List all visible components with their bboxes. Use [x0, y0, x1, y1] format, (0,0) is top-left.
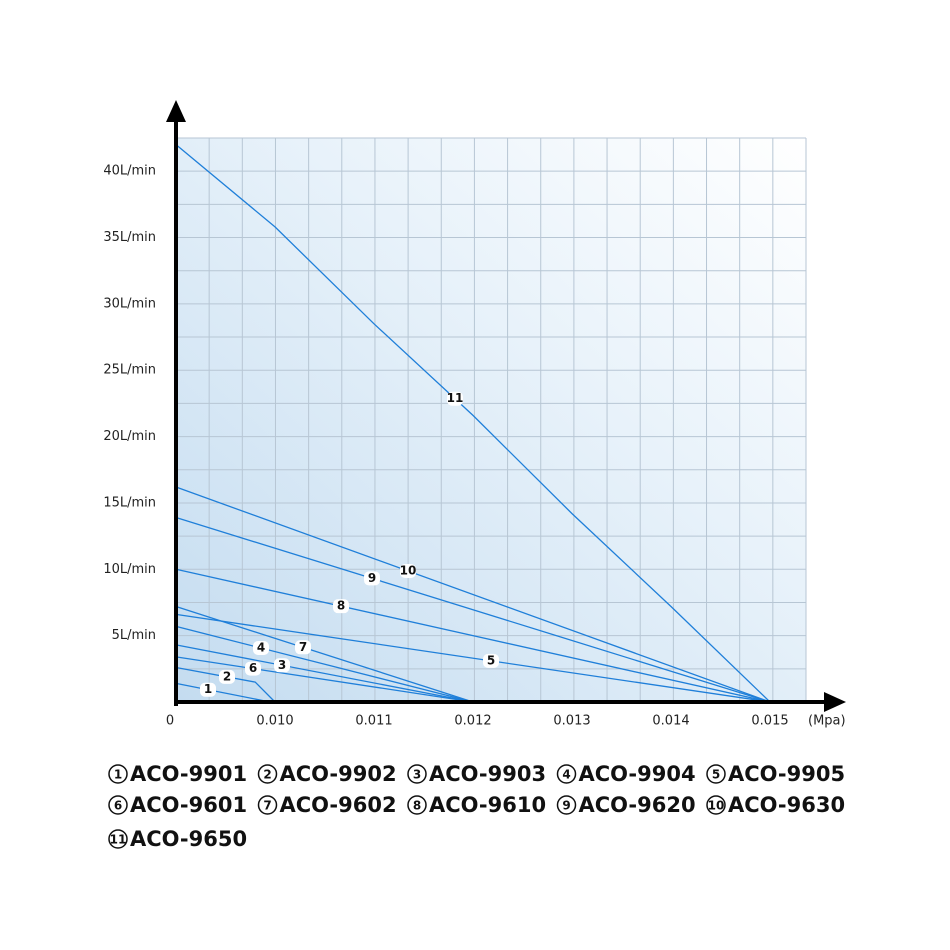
legend-entry: ACO-9901	[130, 762, 247, 786]
legend-entry: ACO-9903	[429, 762, 546, 786]
y-tick-label: 5L/min	[112, 628, 156, 643]
curve-label-bg	[274, 658, 290, 673]
curve-label-bg	[253, 641, 269, 656]
curve	[175, 625, 474, 703]
curve	[175, 568, 771, 703]
legend-badge	[706, 795, 726, 815]
y-axis-arrow	[166, 100, 186, 122]
curve-label: 3	[278, 658, 286, 672]
legend-number: 9	[562, 799, 570, 813]
curves	[175, 144, 771, 703]
curve	[175, 644, 474, 703]
legend-number: 2	[263, 768, 271, 782]
curve-label: 11	[447, 391, 464, 405]
curve	[175, 656, 474, 703]
legend-entry: ACO-9620	[579, 793, 696, 817]
curve-label: 1	[204, 682, 212, 696]
ticks: 0 0.010 0.011 0.012 0.013 0.014 0.015 5L/min 10L…	[103, 164, 788, 729]
curve	[175, 486, 771, 703]
legend-number: 6	[114, 799, 122, 813]
legend-number: 3	[413, 768, 421, 782]
legend-entry: ACO-9602	[280, 793, 397, 817]
curve-label: 8	[337, 599, 345, 613]
y-tick-label: 40L/min	[103, 164, 156, 179]
legend-entry: ACO-9610	[429, 793, 546, 817]
legend-number: 7	[263, 799, 271, 813]
curve	[175, 516, 771, 703]
x-tick-label: 0.011	[355, 714, 392, 729]
legend-entry: ACO-9601	[130, 793, 247, 817]
legend-badge	[108, 829, 128, 849]
x-tick-label: 0	[166, 714, 174, 729]
legend-number: 11	[110, 833, 127, 847]
curve-label: 4	[257, 641, 265, 655]
curve-label-bg	[364, 571, 380, 586]
curve-label-bg	[245, 661, 261, 676]
curve-label-bg	[295, 640, 311, 655]
curve-label-bg	[219, 669, 235, 684]
curve	[175, 144, 771, 703]
curve-label-bg	[333, 599, 349, 614]
y-tick-label: 25L/min	[103, 363, 156, 378]
x-axis-label: (Mpa)	[808, 714, 846, 729]
curve-label-bg	[200, 682, 216, 697]
legend-badge	[556, 795, 577, 815]
curve-label: 9	[368, 571, 376, 585]
x-tick-label: 0.015	[751, 714, 788, 729]
legend-badge	[257, 764, 278, 784]
x-tick-label: 0.014	[652, 714, 689, 729]
legend: 1 ACO-9901 2 ACO-9902 3 ACO-9903 4 ACO-9904 5 ACO…	[108, 762, 845, 851]
legend-entry: ACO-9905	[728, 762, 845, 786]
x-axis-arrow	[824, 692, 846, 712]
legend-entry: ACO-9630	[728, 793, 845, 817]
curve-label: 7	[299, 640, 307, 654]
legend-number: 4	[562, 768, 570, 782]
curve	[175, 613, 771, 703]
y-tick-label: 20L/min	[103, 429, 156, 444]
x-tick-label: 0.010	[256, 714, 293, 729]
y-tick-label: 35L/min	[103, 230, 156, 245]
curve	[175, 605, 474, 703]
y-tick-label: 30L/min	[103, 296, 156, 311]
y-tick-label: 15L/min	[103, 495, 156, 510]
legend-entry: ACO-9650	[130, 827, 247, 851]
legend-number: 1	[114, 768, 122, 782]
legend-number: 5	[712, 768, 720, 782]
curve-label-bg	[447, 391, 463, 406]
x-tick-label: 0.012	[454, 714, 491, 729]
curve-label-bg	[483, 653, 499, 668]
legend-badge	[407, 764, 427, 784]
curve-label: 5	[487, 653, 495, 667]
curve	[175, 682, 271, 703]
curve	[175, 666, 276, 703]
curve-label: 6	[249, 661, 257, 675]
legend-entry: ACO-9902	[280, 762, 397, 786]
curve-label-bg	[400, 563, 416, 578]
legend-badge	[706, 764, 726, 784]
legend-number: 8	[413, 799, 421, 813]
x-tick-label: 0.013	[553, 714, 590, 729]
legend-badge	[257, 795, 278, 815]
legend-badge	[556, 764, 577, 784]
y-tick-label: 10L/min	[103, 562, 156, 577]
curve-label: 10	[400, 563, 417, 577]
legend-badge	[108, 795, 128, 815]
curve-label: 2	[223, 669, 231, 683]
legend-badge	[108, 764, 128, 784]
legend-number: 10	[708, 799, 725, 813]
legend-entry: ACO-9904	[579, 762, 696, 786]
legend-badge	[407, 795, 427, 815]
